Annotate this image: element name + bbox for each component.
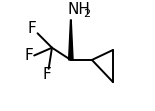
Text: F: F (24, 48, 33, 63)
Text: 2: 2 (83, 9, 90, 19)
Text: F: F (42, 67, 51, 82)
Text: F: F (28, 21, 36, 36)
Text: NH: NH (68, 2, 90, 18)
Polygon shape (69, 20, 73, 60)
